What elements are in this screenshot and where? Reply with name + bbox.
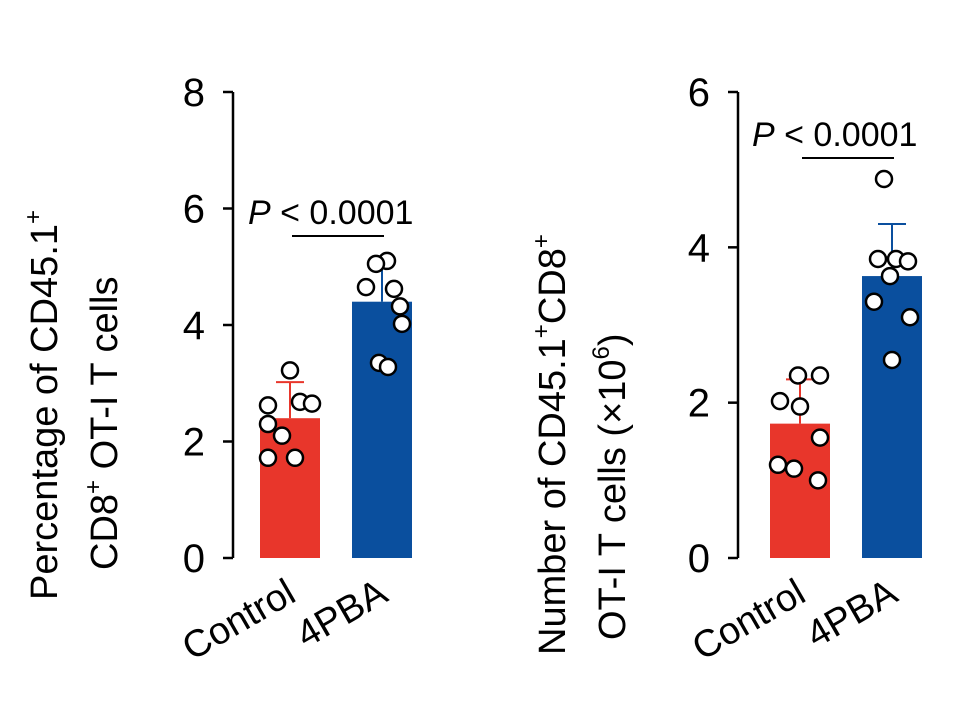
data-point (392, 314, 412, 334)
data-point (790, 397, 810, 416)
bars (260, 301, 412, 558)
data-point (874, 169, 894, 189)
p-value-text: < 0.0001 (775, 116, 918, 154)
data-point (880, 266, 900, 286)
data-point (810, 428, 830, 447)
data-point (788, 366, 808, 385)
y-tick-label: 0 (688, 537, 710, 581)
y-axis-title-sup1: + (20, 210, 47, 224)
y-tick-label: 4 (183, 304, 205, 348)
significance-annotation: P < 0.0001 (248, 194, 413, 237)
data-point (868, 249, 888, 269)
x-tick-label-4pba: 4PBA (799, 571, 905, 656)
y-axis: 0 2 4 6 (688, 71, 740, 581)
data-point (390, 297, 410, 316)
data-point (258, 396, 278, 415)
data-point (302, 394, 322, 413)
y-axis-title-line1: Number of CD45.1 (532, 338, 574, 655)
data-point (258, 414, 278, 434)
y-tick-label: 2 (183, 421, 205, 465)
data-points (768, 169, 920, 490)
data-point (784, 459, 804, 478)
x-tick-label-control: Control (685, 571, 812, 669)
p-label: P (248, 194, 271, 232)
p-value-label: P < 0.0001 (248, 194, 413, 232)
chart-number: Number of CD45.1+CD8+ OT-I T cells (×106… (528, 71, 922, 669)
y-axis-title-line2-rest: OT-I T cells (84, 277, 126, 480)
data-point (808, 471, 828, 490)
data-point (356, 277, 376, 297)
data-point (810, 366, 830, 385)
y-axis-title-line1: Percentage of CD45.1 (24, 224, 66, 600)
data-point (900, 307, 920, 327)
data-point (768, 455, 788, 475)
data-point (280, 361, 300, 380)
x-tick-label-4pba: 4PBA (289, 571, 395, 656)
y-axis-title: Percentage of CD45.1+ (20, 210, 66, 600)
significance-annotation: P < 0.0001 (752, 116, 917, 159)
y-tick-label: 4 (688, 226, 710, 270)
p-value-text: < 0.0001 (271, 194, 414, 232)
y-axis-title-line2-rest: ) (592, 333, 634, 346)
chart-percentage: Percentage of CD45.1+ CD8+ OT-I T cells … (20, 71, 413, 669)
data-point (770, 391, 790, 411)
y-axis-title: Number of CD45.1+CD8+ (528, 234, 574, 655)
y-axis: 0 2 4 6 8 (183, 71, 235, 581)
data-point (882, 350, 902, 370)
bar-control (260, 418, 320, 558)
data-point (898, 252, 918, 271)
y-axis-title-sup1: + (528, 324, 555, 338)
y-tick-label: 2 (688, 382, 710, 426)
y-axis-title-sup2: + (80, 480, 107, 494)
data-point (384, 279, 404, 299)
y-axis-title-2: OT-I T cells (×106) (588, 333, 634, 640)
y-axis-title-2: CD8+ OT-I T cells (80, 277, 126, 570)
p-value-label: P < 0.0001 (752, 116, 917, 154)
data-point (258, 448, 278, 468)
y-axis-title-sup1b: + (528, 234, 555, 248)
y-tick-label: 0 (183, 537, 205, 581)
y-axis-title-sup2: 6 (588, 346, 615, 359)
p-label: P (752, 116, 775, 154)
bars (770, 276, 922, 558)
data-point (366, 254, 386, 274)
y-tick-label: 8 (183, 71, 205, 115)
y-axis-title-mid: CD8 (532, 248, 574, 324)
data-point (378, 357, 398, 377)
y-axis-title-line2: CD8 (84, 494, 126, 570)
data-point (864, 292, 884, 311)
data-points (258, 251, 412, 468)
y-axis-title-line2: OT-I T cells (×10 (592, 359, 634, 640)
y-tick-label: 6 (183, 188, 205, 232)
bar-4pba (352, 301, 412, 558)
data-point (272, 426, 292, 445)
data-point (285, 448, 305, 468)
x-tick-label-control: Control (175, 571, 302, 669)
y-tick-label: 6 (688, 71, 710, 115)
